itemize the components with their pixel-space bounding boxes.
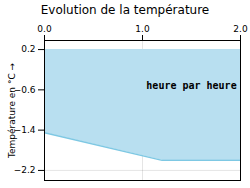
svg-text:−2.2: −2.2 bbox=[14, 165, 36, 175]
svg-text:2.0: 2.0 bbox=[233, 24, 248, 34]
svg-text:−1.4: −1.4 bbox=[14, 125, 36, 135]
svg-text:0.0: 0.0 bbox=[37, 24, 52, 34]
svg-text:0.2: 0.2 bbox=[21, 44, 35, 54]
html-text:Evolution de la température: Evolution de la température bbox=[40, 3, 210, 17]
svg-text:1.0: 1.0 bbox=[135, 24, 150, 34]
svg-text:heure par heure: heure par heure bbox=[146, 80, 236, 91]
svg-text:−0.6: −0.6 bbox=[14, 85, 36, 95]
svg-text:Température en °C →: Température en °C → bbox=[7, 62, 17, 159]
